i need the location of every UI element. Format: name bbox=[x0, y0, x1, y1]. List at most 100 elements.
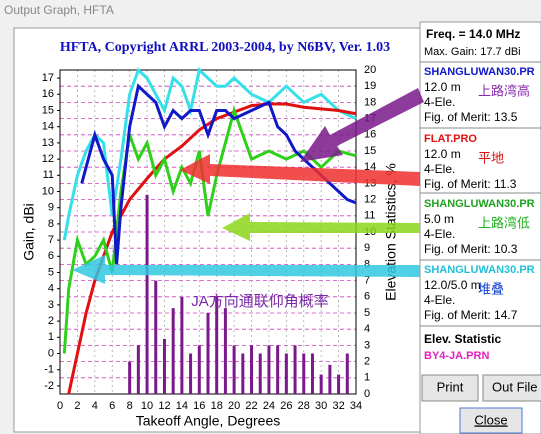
y-tick-label: 9 bbox=[48, 202, 54, 214]
y2-tick-label: 16 bbox=[364, 129, 376, 141]
print-button[interactable] bbox=[421, 374, 479, 402]
y2-tick-label: 7 bbox=[364, 275, 370, 287]
chart-title: HFTA, Copyright ARRL 2003-2004, by N6BV,… bbox=[60, 40, 390, 55]
entry-height: 5.0 m bbox=[424, 212, 454, 226]
histogram-bar bbox=[232, 345, 236, 394]
x-axis-label: Takeoff Angle, Degrees bbox=[136, 413, 281, 429]
histogram-bar bbox=[258, 353, 262, 394]
series-line bbox=[80, 83, 357, 265]
entry-note: 上路湾高 bbox=[478, 83, 530, 98]
histogram-bar bbox=[189, 353, 193, 394]
print-label[interactable]: Print bbox=[437, 379, 464, 394]
histogram-bar bbox=[154, 280, 158, 394]
y2-tick-label: 5 bbox=[364, 307, 370, 319]
histogram-bar bbox=[302, 353, 306, 394]
histogram-bar bbox=[215, 296, 219, 394]
histogram-bar bbox=[241, 353, 245, 394]
histogram-bar bbox=[276, 345, 280, 394]
entry-name: SHANGLUWAN30.PR bbox=[424, 66, 535, 78]
entry-name: SHANGLUWAN30.PR bbox=[424, 264, 535, 276]
annotation: JA方向通联仰角概率 bbox=[191, 293, 329, 310]
y-tick-label: 0 bbox=[48, 347, 54, 359]
y-tick-label: 5 bbox=[48, 266, 54, 278]
entry-ant: 4-Ele. bbox=[424, 95, 455, 109]
x-tick-label: 18 bbox=[211, 400, 223, 412]
entry-note: 平地 bbox=[478, 150, 504, 165]
y-tick-label: 11 bbox=[43, 169, 54, 181]
outfile-label[interactable]: Out File bbox=[492, 379, 538, 394]
x-tick-label: 28 bbox=[298, 400, 310, 412]
y2-tick-label: 4 bbox=[364, 323, 370, 335]
entry-merit: Fig. of Merit: 10.3 bbox=[424, 242, 518, 256]
entry-note: 堆叠 bbox=[478, 281, 504, 296]
y-tick-label: 3 bbox=[48, 299, 54, 311]
elev-file: BY4-JA.PRN bbox=[424, 350, 489, 362]
elev-title: Elev. Statistic bbox=[424, 332, 501, 346]
y-tick-label: 6 bbox=[48, 250, 54, 262]
entry-ant: 4-Ele. bbox=[424, 293, 455, 307]
histogram-bar bbox=[128, 361, 132, 394]
arrow bbox=[72, 255, 420, 284]
x-tick-label: 26 bbox=[280, 400, 292, 412]
arrow bbox=[300, 88, 424, 162]
close-label[interactable]: Close bbox=[474, 412, 507, 427]
y-tick-label: -1 bbox=[44, 364, 54, 376]
entry-ant: 4-Ele. bbox=[424, 162, 455, 176]
x-tick-label: 24 bbox=[263, 400, 275, 412]
x-tick-label: 20 bbox=[228, 400, 240, 412]
x-tick-label: 10 bbox=[141, 400, 153, 412]
histogram-bar bbox=[197, 345, 201, 394]
arrows bbox=[72, 88, 424, 284]
y-tick-label: 12 bbox=[42, 153, 54, 165]
entry-note: 上路湾低 bbox=[478, 215, 530, 230]
entry-merit: Fig. of Merit: 14.7 bbox=[424, 308, 518, 322]
y2-tick-label: 18 bbox=[364, 96, 376, 108]
x-tick-label: 6 bbox=[109, 400, 115, 412]
y-tick-label: 1 bbox=[48, 331, 54, 343]
y2-tick-label: 8 bbox=[364, 258, 370, 270]
histogram-bar bbox=[293, 345, 297, 394]
entry-height: 12.0 m bbox=[424, 147, 461, 161]
y2-tick-label: 1 bbox=[364, 372, 370, 384]
y2-tick-label: 2 bbox=[364, 356, 370, 368]
x-tick-label: 34 bbox=[350, 400, 362, 412]
y2-tick-label: 15 bbox=[364, 145, 376, 157]
entry-name: SHANGLUWAN30.PR bbox=[424, 198, 535, 210]
y2-tick-label: 3 bbox=[364, 339, 370, 351]
outfile-button[interactable] bbox=[482, 374, 541, 402]
histogram-bar bbox=[337, 374, 341, 394]
y-tick-label: 15 bbox=[42, 104, 54, 116]
y-tick-label: 14 bbox=[42, 121, 54, 133]
y-tick-label: 16 bbox=[42, 88, 54, 100]
histogram-bar bbox=[310, 353, 314, 394]
histogram-bar bbox=[171, 308, 175, 394]
x-tick-label: 12 bbox=[158, 400, 170, 412]
y-tick-label: 8 bbox=[48, 218, 54, 230]
histogram-bar bbox=[136, 345, 140, 394]
freq: Freq. = 14.0 MHz bbox=[426, 27, 520, 41]
y-tick-label: 7 bbox=[48, 234, 54, 246]
y-tick-label: 10 bbox=[42, 185, 54, 197]
x-tick-label: 14 bbox=[176, 400, 188, 412]
close-button[interactable] bbox=[459, 407, 523, 434]
series-line bbox=[62, 67, 357, 241]
histogram-bar bbox=[267, 345, 271, 394]
y2-tick-label: 19 bbox=[364, 80, 376, 92]
dividers bbox=[420, 61, 541, 327]
histogram-bar bbox=[345, 353, 349, 394]
histogram-bar bbox=[328, 364, 332, 394]
histogram-bar bbox=[223, 308, 227, 394]
y-tick-label: -2 bbox=[44, 380, 54, 392]
y-tick-label: 2 bbox=[48, 315, 54, 327]
entry-merit: Fig. of Merit: 13.5 bbox=[424, 110, 518, 124]
x-tick-label: 2 bbox=[74, 400, 80, 412]
max-gain: Max. Gain: 17.7 dBi bbox=[424, 46, 521, 58]
arrow bbox=[222, 213, 420, 241]
y-tick-label: 13 bbox=[42, 137, 54, 149]
y-tick-label: 4 bbox=[48, 283, 54, 295]
x-tick-label: 16 bbox=[193, 400, 205, 412]
x-tick-label: 4 bbox=[92, 400, 98, 412]
y2-tick-label: 6 bbox=[364, 291, 370, 303]
x-tick-label: 0 bbox=[57, 400, 63, 412]
histogram-bar bbox=[145, 194, 149, 394]
